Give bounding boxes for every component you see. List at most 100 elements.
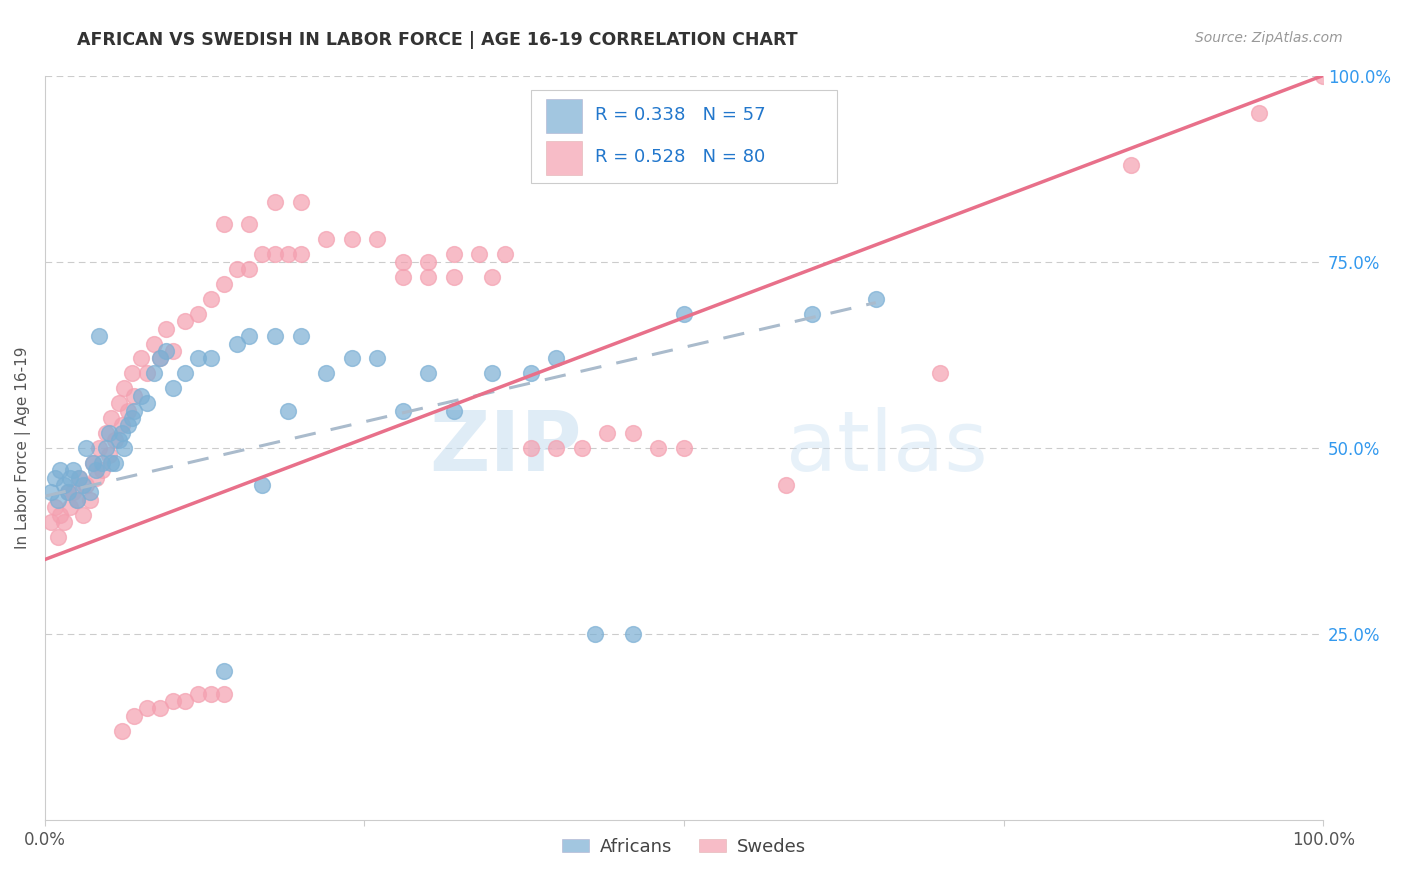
Point	[212, 664, 235, 678]
Point	[108, 434, 131, 448]
Point	[200, 351, 222, 366]
Point	[104, 456, 127, 470]
Point	[250, 247, 273, 261]
Point	[672, 307, 695, 321]
Point	[391, 254, 413, 268]
Point	[121, 367, 143, 381]
Point	[121, 411, 143, 425]
Point	[621, 425, 644, 440]
Point	[46, 492, 69, 507]
Point	[443, 403, 465, 417]
Point	[124, 403, 146, 417]
Point	[142, 367, 165, 381]
Point	[100, 456, 122, 470]
Point	[44, 500, 66, 515]
Point	[56, 485, 79, 500]
Point	[155, 321, 177, 335]
Point	[46, 530, 69, 544]
FancyBboxPatch shape	[546, 99, 582, 133]
Point	[136, 396, 159, 410]
Point	[571, 441, 593, 455]
Point	[865, 292, 887, 306]
Point	[110, 425, 132, 440]
Point	[117, 418, 139, 433]
Point	[290, 195, 312, 210]
Point	[481, 269, 503, 284]
Point	[264, 329, 287, 343]
Point	[481, 367, 503, 381]
Point	[238, 218, 260, 232]
Point	[583, 627, 606, 641]
Point	[290, 247, 312, 261]
Point	[187, 686, 209, 700]
Point	[775, 478, 797, 492]
Point	[212, 277, 235, 291]
Point	[174, 367, 197, 381]
Point	[315, 232, 337, 246]
Point	[87, 441, 110, 455]
Point	[117, 403, 139, 417]
Point	[96, 441, 118, 455]
Point	[79, 492, 101, 507]
Point	[82, 456, 104, 470]
Point	[546, 351, 568, 366]
Point	[110, 723, 132, 738]
Point	[366, 232, 388, 246]
Point	[82, 456, 104, 470]
Point	[62, 463, 84, 477]
Point	[200, 686, 222, 700]
Point	[67, 470, 90, 484]
Y-axis label: In Labor Force | Age 16-19: In Labor Force | Age 16-19	[15, 347, 31, 549]
Point	[200, 292, 222, 306]
Point	[75, 441, 97, 455]
Point	[928, 367, 950, 381]
Point	[443, 269, 465, 284]
Point	[212, 218, 235, 232]
Point	[212, 686, 235, 700]
Text: atlas: atlas	[786, 408, 988, 488]
Point	[62, 485, 84, 500]
Point	[136, 701, 159, 715]
Point	[84, 470, 107, 484]
Point	[124, 709, 146, 723]
Point	[225, 262, 247, 277]
Point	[142, 336, 165, 351]
Point	[67, 470, 90, 484]
Point	[59, 500, 82, 515]
Point	[59, 470, 82, 484]
Point	[162, 344, 184, 359]
Point	[418, 367, 440, 381]
Point	[97, 448, 120, 462]
Point	[800, 307, 823, 321]
Text: ZIP: ZIP	[429, 408, 582, 488]
Point	[56, 485, 79, 500]
Point	[187, 351, 209, 366]
Point	[418, 254, 440, 268]
Point	[136, 367, 159, 381]
Point	[149, 351, 172, 366]
Point	[174, 694, 197, 708]
Point	[79, 485, 101, 500]
Point	[1312, 69, 1334, 83]
Point	[149, 701, 172, 715]
Point	[238, 329, 260, 343]
Point	[238, 262, 260, 277]
Point	[155, 344, 177, 359]
Point	[84, 463, 107, 477]
Point	[366, 351, 388, 366]
Point	[187, 307, 209, 321]
Text: R = 0.528   N = 80: R = 0.528 N = 80	[595, 148, 765, 166]
Text: AFRICAN VS SWEDISH IN LABOR FORCE | AGE 16-19 CORRELATION CHART: AFRICAN VS SWEDISH IN LABOR FORCE | AGE …	[77, 31, 799, 49]
Point	[39, 485, 62, 500]
Point	[391, 269, 413, 284]
Point	[112, 441, 135, 455]
Point	[100, 411, 122, 425]
Point	[49, 463, 72, 477]
Point	[149, 351, 172, 366]
Point	[340, 232, 363, 246]
Point	[75, 478, 97, 492]
Point	[110, 418, 132, 433]
Point	[53, 516, 76, 530]
Point	[49, 508, 72, 522]
Point	[104, 434, 127, 448]
